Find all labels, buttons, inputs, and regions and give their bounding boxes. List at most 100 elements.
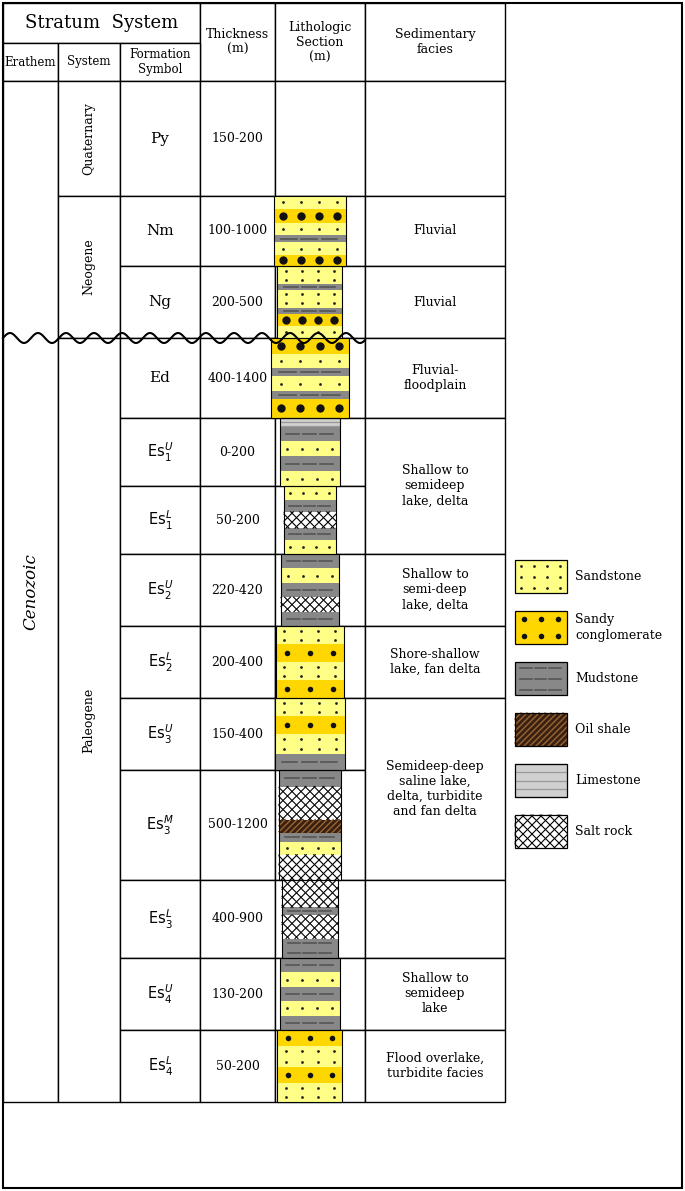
Text: Oil shale: Oil shale	[575, 723, 631, 736]
Text: Thickness
(m): Thickness (m)	[206, 29, 269, 56]
Bar	[277, 289, 342, 307]
Bar	[275, 554, 365, 626]
Text: 50-200: 50-200	[216, 1060, 260, 1073]
Bar	[280, 426, 340, 441]
Bar	[200, 958, 275, 1030]
Text: Nm: Nm	[146, 224, 174, 238]
Text: $\mathrm{Es}_{2}^{L}$: $\mathrm{Es}_{2}^{L}$	[148, 650, 172, 674]
Bar	[275, 486, 365, 554]
Bar	[275, 266, 365, 338]
Text: Limestone: Limestone	[575, 774, 640, 787]
Bar	[3, 4, 200, 43]
Bar	[275, 754, 345, 771]
Text: $\mathrm{Es}_{4}^{L}$: $\mathrm{Es}_{4}^{L}$	[147, 1054, 173, 1078]
Bar	[276, 626, 344, 698]
Bar	[284, 541, 336, 554]
Bar	[365, 554, 505, 626]
Bar	[3, 43, 58, 81]
Bar	[277, 313, 342, 326]
Bar	[200, 338, 275, 418]
Bar	[274, 208, 346, 223]
Text: 200-500: 200-500	[212, 295, 264, 308]
Bar	[58, 197, 120, 338]
Bar	[277, 1046, 342, 1067]
Bar	[275, 716, 345, 734]
Text: 100-1000: 100-1000	[208, 224, 268, 237]
Bar	[200, 1030, 275, 1102]
Bar	[281, 597, 339, 612]
Bar	[120, 81, 200, 197]
Text: 220-420: 220-420	[212, 584, 263, 597]
Text: $\mathrm{Es}_{3}^{M}$: $\mathrm{Es}_{3}^{M}$	[146, 813, 174, 836]
Bar	[274, 197, 346, 208]
Text: 150-400: 150-400	[212, 728, 264, 741]
Bar	[200, 698, 275, 771]
Text: 130-200: 130-200	[212, 987, 264, 1000]
Bar	[284, 528, 336, 541]
Bar	[200, 266, 275, 338]
Bar	[282, 915, 338, 939]
Text: 500-1200: 500-1200	[208, 818, 267, 831]
Bar	[276, 644, 344, 662]
Bar	[120, 43, 200, 81]
Bar	[515, 815, 567, 848]
Text: Formation
Symbol: Formation Symbol	[129, 48, 190, 76]
Bar	[120, 554, 200, 626]
Bar	[515, 560, 567, 593]
Text: Ed: Ed	[149, 372, 171, 385]
Text: System: System	[67, 56, 111, 69]
Bar	[277, 1067, 342, 1084]
Text: Stratum  System: Stratum System	[25, 14, 178, 32]
Bar	[365, 626, 505, 698]
Bar	[274, 235, 346, 242]
Bar	[277, 266, 342, 338]
Bar	[277, 1084, 342, 1102]
Bar	[365, 958, 505, 1030]
Bar	[275, 626, 365, 698]
Bar	[280, 1016, 340, 1030]
Bar	[200, 4, 275, 81]
Bar	[280, 418, 340, 486]
Bar	[280, 958, 340, 1030]
Bar	[282, 939, 338, 958]
Text: $\mathrm{Es}_{2}^{U}$: $\mathrm{Es}_{2}^{U}$	[147, 579, 173, 601]
Bar	[275, 734, 345, 754]
Bar	[515, 560, 567, 593]
Text: Sedimentary
facies: Sedimentary facies	[395, 29, 475, 56]
Bar	[365, 338, 505, 418]
Bar	[277, 307, 342, 313]
Bar	[275, 771, 365, 880]
Bar	[277, 266, 342, 283]
Bar	[275, 698, 345, 771]
Bar	[365, 266, 505, 338]
Text: Mudstone: Mudstone	[575, 672, 638, 685]
Text: $\mathrm{Es}_{1}^{U}$: $\mathrm{Es}_{1}^{U}$	[147, 441, 173, 463]
Text: 50-200: 50-200	[216, 513, 260, 526]
Bar	[515, 713, 567, 746]
Bar	[274, 255, 346, 266]
Text: Neogene: Neogene	[82, 238, 95, 295]
Bar	[279, 771, 341, 880]
Bar	[276, 626, 344, 644]
Bar	[200, 197, 275, 266]
Bar	[515, 763, 567, 797]
Bar	[3, 81, 58, 1102]
Bar	[275, 698, 345, 716]
Bar	[515, 611, 567, 644]
Bar	[276, 662, 344, 680]
Bar	[282, 908, 338, 915]
Bar	[200, 418, 275, 486]
Text: Semideep-deep
saline lake,
delta, turbidite
and fan delta: Semideep-deep saline lake, delta, turbid…	[386, 760, 484, 818]
Bar	[58, 81, 120, 197]
Bar	[515, 662, 567, 696]
Bar	[120, 266, 200, 338]
Bar	[275, 4, 365, 81]
Bar	[282, 880, 338, 958]
Bar	[275, 880, 365, 958]
Bar	[284, 486, 336, 554]
Text: Salt rock: Salt rock	[575, 825, 632, 838]
Bar	[120, 958, 200, 1030]
Bar	[515, 662, 567, 696]
Bar	[120, 197, 200, 266]
Bar	[515, 763, 567, 797]
